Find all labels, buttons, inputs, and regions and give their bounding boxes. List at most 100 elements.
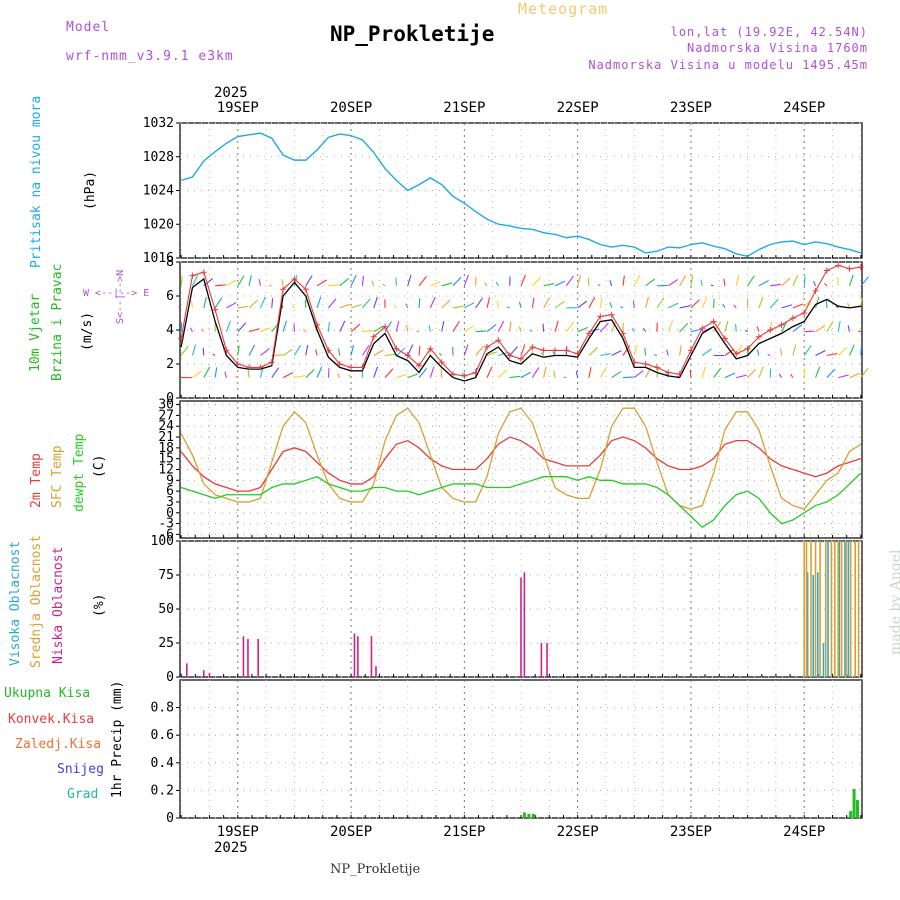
wind-arrow — [339, 303, 351, 309]
wind-arrow — [735, 274, 740, 286]
wind-arrow — [294, 375, 306, 379]
wind-arrow — [429, 366, 435, 378]
wind-gust-marker — [619, 330, 626, 337]
wind-arrow — [723, 278, 726, 286]
wind-gust-marker — [529, 344, 536, 350]
wind-gust-marker — [563, 347, 570, 354]
wind-arrow — [849, 274, 854, 286]
pressure-line — [180, 132, 862, 258]
wind-arrow — [337, 373, 341, 378]
wind-arrow — [542, 323, 545, 332]
wind-arrow — [543, 366, 547, 378]
panel-0: 1016 1020 1024 1028 1032 — [143, 116, 863, 266]
wind-arrow — [792, 324, 803, 333]
wind-arrow — [611, 370, 622, 379]
wind-arrow — [543, 297, 551, 309]
wind-arrow — [201, 328, 205, 333]
wind-arrow — [747, 368, 757, 378]
wind-arrow — [633, 274, 641, 287]
wind-gust-marker — [767, 327, 774, 333]
wind-arrow — [475, 345, 484, 356]
wind-arrow — [633, 370, 644, 379]
wind-arrow — [393, 304, 397, 309]
wind-arrow — [509, 346, 518, 356]
wind-arrow — [540, 352, 545, 356]
wind-gust-marker — [801, 310, 808, 316]
precip-bar — [531, 813, 535, 818]
wind-arrow — [327, 321, 330, 332]
wind-gust-marker — [699, 325, 706, 332]
wind-gust-marker — [733, 350, 740, 357]
legend-convective-rain: Konvek.Kisa — [8, 712, 95, 727]
wind-arrow — [668, 302, 679, 309]
panel-4: 0 0.2 0.4 0.6 0.8 — [151, 679, 863, 826]
wind-gust-marker — [608, 311, 615, 318]
wind-arrow — [679, 275, 687, 287]
wind-arrow — [316, 279, 327, 287]
y-tick-label: 30 — [158, 398, 174, 413]
wind-arrow — [327, 298, 337, 309]
y-tick-label: 1020 — [143, 217, 174, 232]
wind-arrow — [838, 374, 849, 379]
wind-arrow — [554, 300, 565, 309]
wind-arrow — [767, 354, 771, 357]
wind-arrow — [484, 282, 488, 287]
wind-arrow — [371, 280, 375, 286]
day-label-bottom: 19SEP — [217, 824, 259, 840]
wind-arrow — [824, 282, 828, 287]
y-tick-label: 8 — [166, 255, 174, 270]
wind-arrow — [554, 280, 566, 287]
wind-arrow — [350, 303, 362, 309]
wind-arrow — [282, 348, 293, 356]
wind-arrow — [665, 372, 669, 378]
wind-arrow — [690, 299, 700, 309]
model-elevation: Nadmorska Visina u modelu 1495.45m — [588, 58, 868, 72]
wind-arrow — [441, 282, 453, 287]
wind-arrow — [577, 326, 588, 333]
wind-arrow — [316, 366, 323, 378]
wind-arrow — [226, 279, 237, 287]
wind-arrow — [701, 296, 708, 309]
wind-arrow — [339, 278, 349, 287]
model-name: wrf-nmm_v3.9.1 e3km — [66, 49, 234, 64]
wind-arrow — [826, 353, 838, 357]
wind-arrow — [599, 297, 603, 308]
wind-arrow — [248, 328, 260, 333]
day-label-bottom: 22SEP — [557, 824, 599, 840]
wind-arrow — [350, 274, 357, 287]
wind-arrow — [543, 282, 555, 287]
station-coordinates: lon,lat (19.92E, 42.54N) — [670, 25, 868, 39]
wind-arrow — [338, 348, 341, 356]
wind-arrow — [849, 344, 855, 356]
day-label-top: 22SEP — [557, 100, 599, 116]
footer-station: NP_Prokletije — [330, 862, 421, 877]
wind-gust-marker — [642, 361, 649, 367]
wind-arrow — [642, 327, 647, 332]
wind-arrow — [722, 303, 726, 309]
wind-arrow — [191, 274, 199, 287]
panel-1: 0 2 4 6 8 — [166, 255, 863, 406]
wind-gust-marker — [495, 337, 502, 344]
wind-arrow — [237, 305, 249, 309]
wind-arrow — [452, 321, 460, 332]
wind-compass-we: W <--|--> E — [83, 288, 150, 299]
temp-dewpt-line — [180, 472, 862, 529]
wind-arrow — [282, 372, 294, 379]
wind-arrow — [316, 296, 322, 309]
wind-arrow — [690, 275, 694, 286]
wind-direction-arrows — [178, 274, 869, 379]
wind-arrow — [395, 277, 397, 286]
wind-arrow — [441, 321, 445, 332]
legend-hail: Grad — [67, 787, 99, 802]
day-label-top: 20SEP — [330, 100, 372, 116]
y-tick-label: 27 — [158, 408, 174, 423]
wind-arrow — [259, 296, 266, 309]
wind-gust-marker — [812, 287, 819, 294]
wind-arrow — [644, 348, 647, 356]
wind-gust-marker — [348, 364, 355, 371]
wind-arrow — [792, 274, 799, 287]
wind-arrow — [736, 374, 747, 379]
wind-arrow — [407, 344, 414, 356]
precip-bar — [855, 800, 859, 818]
day-label-top: 24SEP — [783, 100, 825, 116]
